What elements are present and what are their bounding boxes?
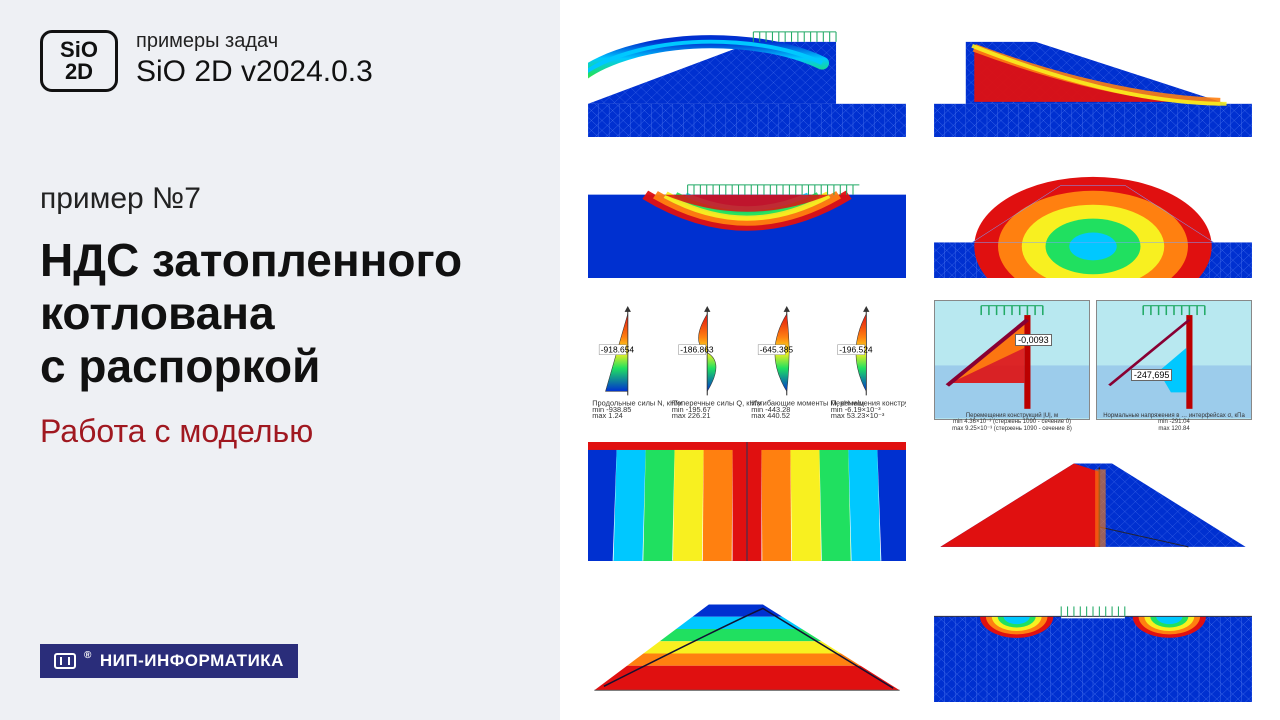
svg-text:max 1.24: max 1.24 — [592, 412, 623, 420]
plot-r1c2 — [934, 18, 1252, 137]
company-name: НИП-ИНФОРМАТИКА — [100, 651, 284, 671]
svg-text:max 226.21: max 226.21 — [672, 412, 711, 420]
plot-r2c2 — [934, 159, 1252, 278]
logo-line1: SiO — [60, 39, 98, 61]
header-subtitle: примеры задач — [136, 30, 373, 53]
registered-mark: ® — [84, 650, 92, 661]
company-icon — [54, 653, 76, 669]
plot-r5c1 — [588, 583, 906, 702]
plot-r1c1 — [588, 18, 906, 137]
plot-r4c1 — [588, 442, 906, 561]
svg-text:-918.654: -918.654 — [601, 346, 635, 355]
title-line: НДС затопленного — [40, 234, 520, 287]
plot-r3c2: -0,0093Перемещения конструкций |U|, мmin… — [934, 300, 1252, 419]
svg-text:-196.524: -196.524 — [839, 346, 873, 355]
header-version: SiO 2D v2024.0.3 — [136, 55, 373, 89]
plots-grid: -918.654Продольные силы N, кН/мmin -938.… — [560, 0, 1280, 720]
plot-r4c2 — [934, 442, 1252, 561]
logo-line2: 2D — [65, 61, 93, 83]
logo: SiO 2D — [40, 30, 118, 92]
plot-r3c1: -918.654Продольные силы N, кН/мmin -938.… — [588, 300, 906, 419]
svg-text:max 440.52: max 440.52 — [751, 412, 790, 420]
plot-r2c1 — [588, 159, 906, 278]
example-number: пример №7 — [40, 182, 520, 216]
work-mode-text: Работа с моделью — [40, 413, 520, 450]
plot-r5c2 — [934, 583, 1252, 702]
company-badge: ® НИП-ИНФОРМАТИКА — [40, 644, 298, 678]
title-line: котлована — [40, 287, 520, 340]
svg-text:-645.385: -645.385 — [760, 346, 794, 355]
svg-text:max 53.23×10⁻³: max 53.23×10⁻³ — [831, 412, 885, 420]
title-line: с распоркой — [40, 340, 520, 393]
page-title: НДС затопленного котлована с распоркой — [40, 234, 520, 393]
svg-text:-186.863: -186.863 — [680, 346, 714, 355]
